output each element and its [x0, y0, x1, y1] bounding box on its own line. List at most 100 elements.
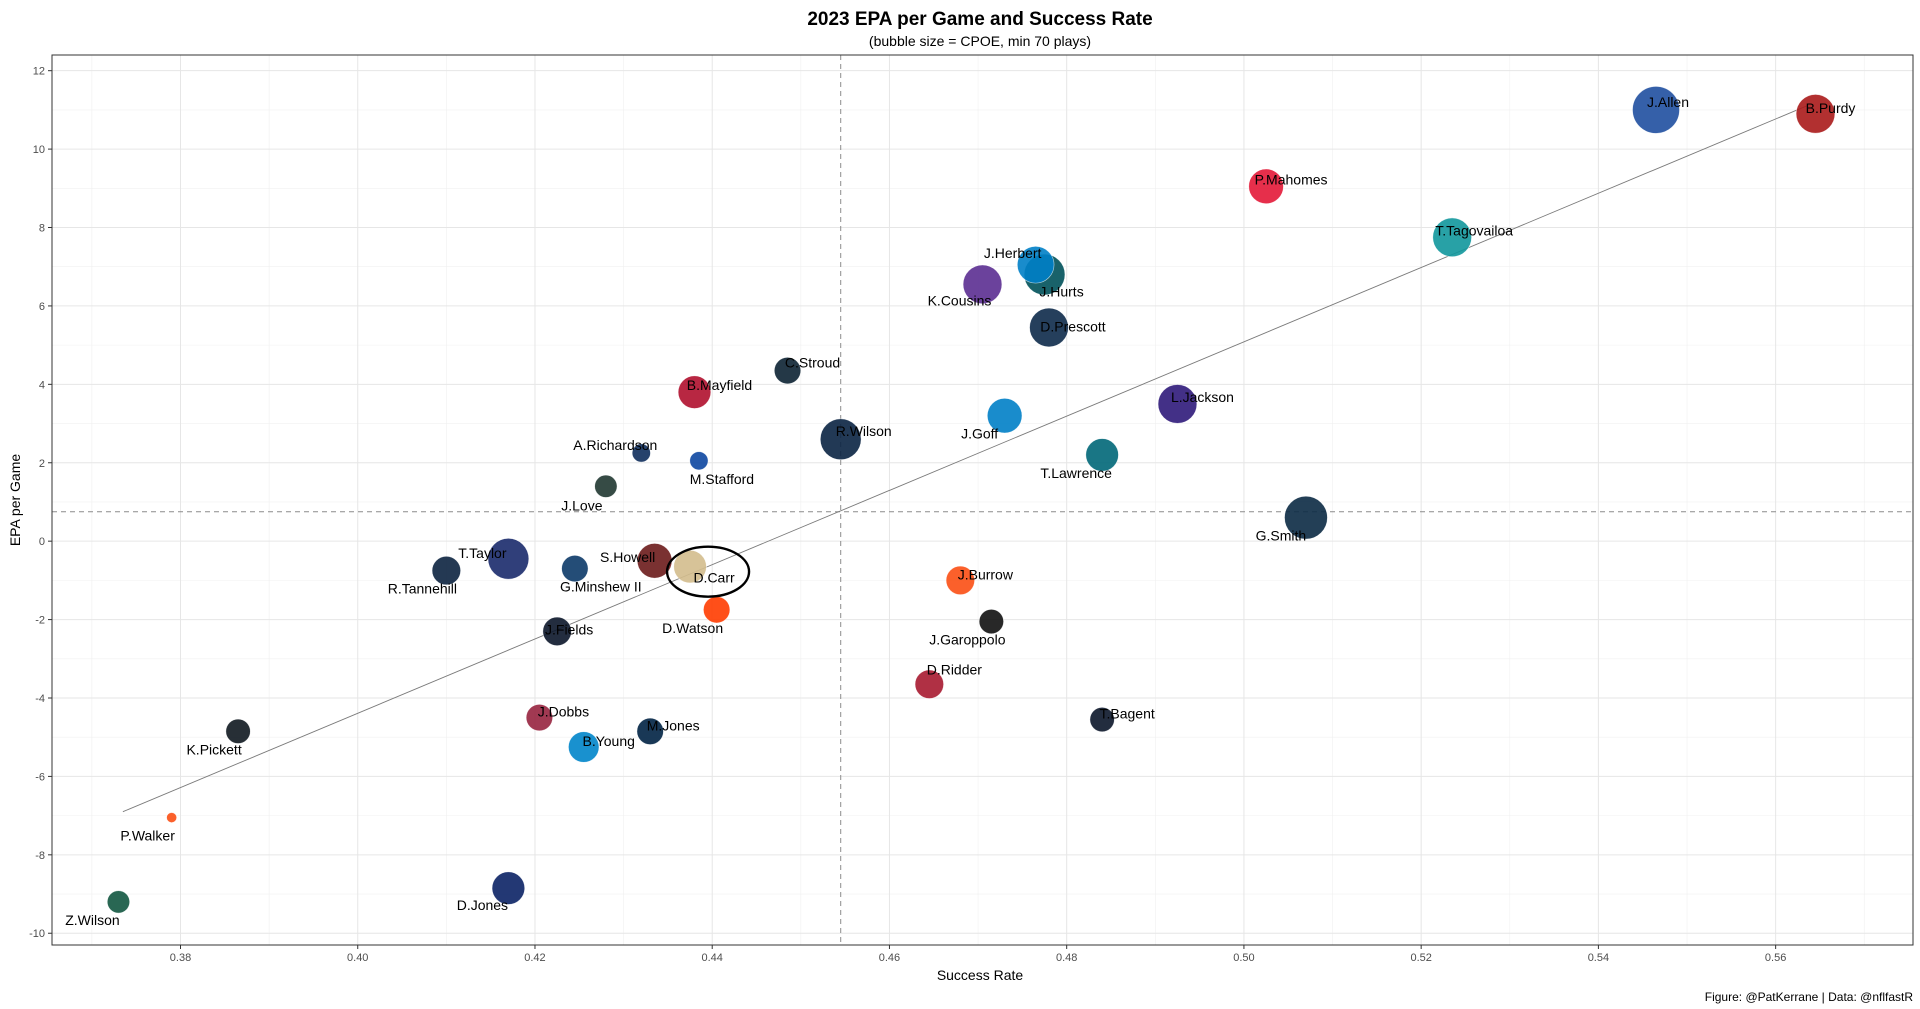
label-r-wilson: R.Wilson [836, 423, 892, 439]
point-j-herbert [1016, 246, 1055, 284]
y-tick-label: 6 [39, 301, 45, 313]
point-j-burrow [945, 565, 975, 595]
label-p-mahomes: P.Mahomes [1255, 171, 1328, 187]
x-axis-title: Success Rate [937, 967, 1024, 983]
panel-border [51, 54, 1914, 946]
grid [52, 55, 1913, 945]
label-d-jones: D.Jones [457, 897, 508, 913]
label-k-cousins: K.Cousins [928, 292, 992, 308]
point-d-ridder [914, 669, 944, 699]
label-j-hurts: J.Hurts [1039, 284, 1083, 300]
point-k-pickett [225, 718, 251, 744]
label-j-fields: J.Fields [545, 621, 593, 637]
point-b-mayfield [677, 375, 712, 409]
caption: Figure: @PatKerrane | Data: @nflfastR [1705, 990, 1914, 1004]
point-t-taylor [487, 538, 530, 580]
label-d-carr: D.Carr [693, 570, 735, 586]
highlight-ring [665, 545, 751, 598]
y-tick-label: 0 [39, 536, 45, 548]
label-g-minshew-ii: G.Minshew II [560, 579, 642, 595]
label-l-jackson: L.Jackson [1171, 389, 1234, 405]
label-b-young: B.Young [582, 733, 634, 749]
y-tick-label: -2 [35, 615, 45, 627]
y-axis-title: EPA per Game [7, 454, 23, 547]
point-r-wilson [819, 418, 862, 460]
point-p-walker [166, 812, 177, 823]
label-k-pickett: K.Pickett [186, 741, 241, 757]
x-tick-label: 0.48 [1056, 952, 1077, 964]
label-t-tagovailoa: T.Tagovailoa [1435, 222, 1513, 238]
x-tick-label: 0.52 [1410, 952, 1431, 964]
point-t-lawrence [1085, 438, 1119, 472]
x-tick-label: 0.54 [1588, 952, 1609, 964]
x-tick-label: 0.46 [879, 952, 900, 964]
x-tick-label: 0.50 [1233, 952, 1254, 964]
x-tick-label: 0.40 [347, 952, 368, 964]
label-g-smith: G.Smith [1256, 528, 1307, 544]
trend-line [122, 105, 1807, 813]
point-j-garoppolo [978, 609, 1004, 635]
y-tick-label: 12 [33, 66, 45, 78]
y-tick-label: 10 [33, 144, 45, 156]
y-tick-label: -6 [35, 771, 45, 783]
y-tick-label: 4 [39, 379, 45, 391]
y-tick-label: 2 [39, 458, 45, 470]
x-axis-ticks: 0.38 0.40 0.42 0.44 0.46 0.48 0.50 0.52 0.54 0.56 [170, 945, 1786, 964]
y-tick-label: -8 [35, 850, 45, 862]
highlight-ellipse [665, 545, 751, 598]
y-tick-label: 8 [39, 223, 45, 235]
point-j-goff [987, 398, 1023, 434]
point-j-love [594, 474, 618, 498]
point-z-wilson [106, 890, 130, 914]
point-j-fields [542, 616, 572, 646]
point-b-purdy [1795, 94, 1836, 134]
label-m-stafford: M.Stafford [690, 471, 754, 487]
label-d-watson: D.Watson [662, 620, 723, 636]
label-z-wilson: Z.Wilson [65, 912, 119, 928]
label-c-stroud: C.Stroud [785, 355, 840, 371]
label-j-allen: J.Allen [1647, 94, 1689, 110]
point-g-smith [1284, 495, 1328, 540]
label-j-goff: J.Goff [961, 426, 998, 442]
point-p-mahomes [1248, 168, 1284, 204]
point-m-stafford [689, 451, 709, 471]
x-tick-label: 0.44 [702, 952, 723, 964]
label-t-lawrence: T.Lawrence [1040, 465, 1112, 481]
label-s-howell: S.Howell [600, 549, 655, 565]
label-d-ridder: D.Ridder [927, 661, 983, 677]
label-r-tannehill: R.Tannehill [388, 581, 457, 597]
x-tick-label: 0.38 [170, 952, 191, 964]
point-j-dobbs [525, 704, 553, 732]
reference-lines [52, 55, 1913, 945]
label-j-garoppolo: J.Garoppolo [929, 632, 1005, 648]
data-points [106, 86, 1836, 914]
label-t-taylor: T.Taylor [458, 545, 507, 561]
label-m-jones: M.Jones [647, 717, 700, 733]
label-a-richardson: A.Richardson [573, 437, 657, 453]
label-j-burrow: J.Burrow [958, 566, 1014, 582]
label-d-prescott: D.Prescott [1040, 318, 1105, 334]
label-j-love: J.Love [561, 497, 602, 513]
label-j-dobbs: J.Dobbs [538, 704, 589, 720]
point-l-jackson [1157, 384, 1198, 424]
y-tick-label: -4 [35, 693, 45, 705]
label-b-mayfield: B.Mayfield [687, 377, 752, 393]
point-t-bagent [1089, 707, 1115, 733]
point-m-jones [636, 717, 664, 745]
chart-subtitle: (bubble size = CPOE, min 70 plays) [869, 33, 1091, 49]
point-d-prescott [1029, 307, 1069, 348]
x-tick-label: 0.42 [524, 952, 545, 964]
trend-line-segment [122, 105, 1807, 813]
chart-title: 2023 EPA per Game and Success Rate [807, 9, 1152, 30]
label-p-walker: P.Walker [120, 828, 175, 844]
point-b-young [568, 731, 600, 763]
point-t-tagovailoa [1432, 217, 1472, 258]
label-b-purdy: B.Purdy [1806, 100, 1856, 116]
y-tick-label: -10 [29, 928, 45, 940]
point-labels: J.Allen B.Purdy P.Mahomes T.Tagovailoa J.Her… [65, 94, 1855, 928]
point-d-jones [491, 871, 526, 905]
label-t-bagent: T.Bagent [1100, 706, 1155, 722]
point-g-minshew-ii [561, 555, 589, 583]
point-c-stroud [773, 357, 802, 385]
